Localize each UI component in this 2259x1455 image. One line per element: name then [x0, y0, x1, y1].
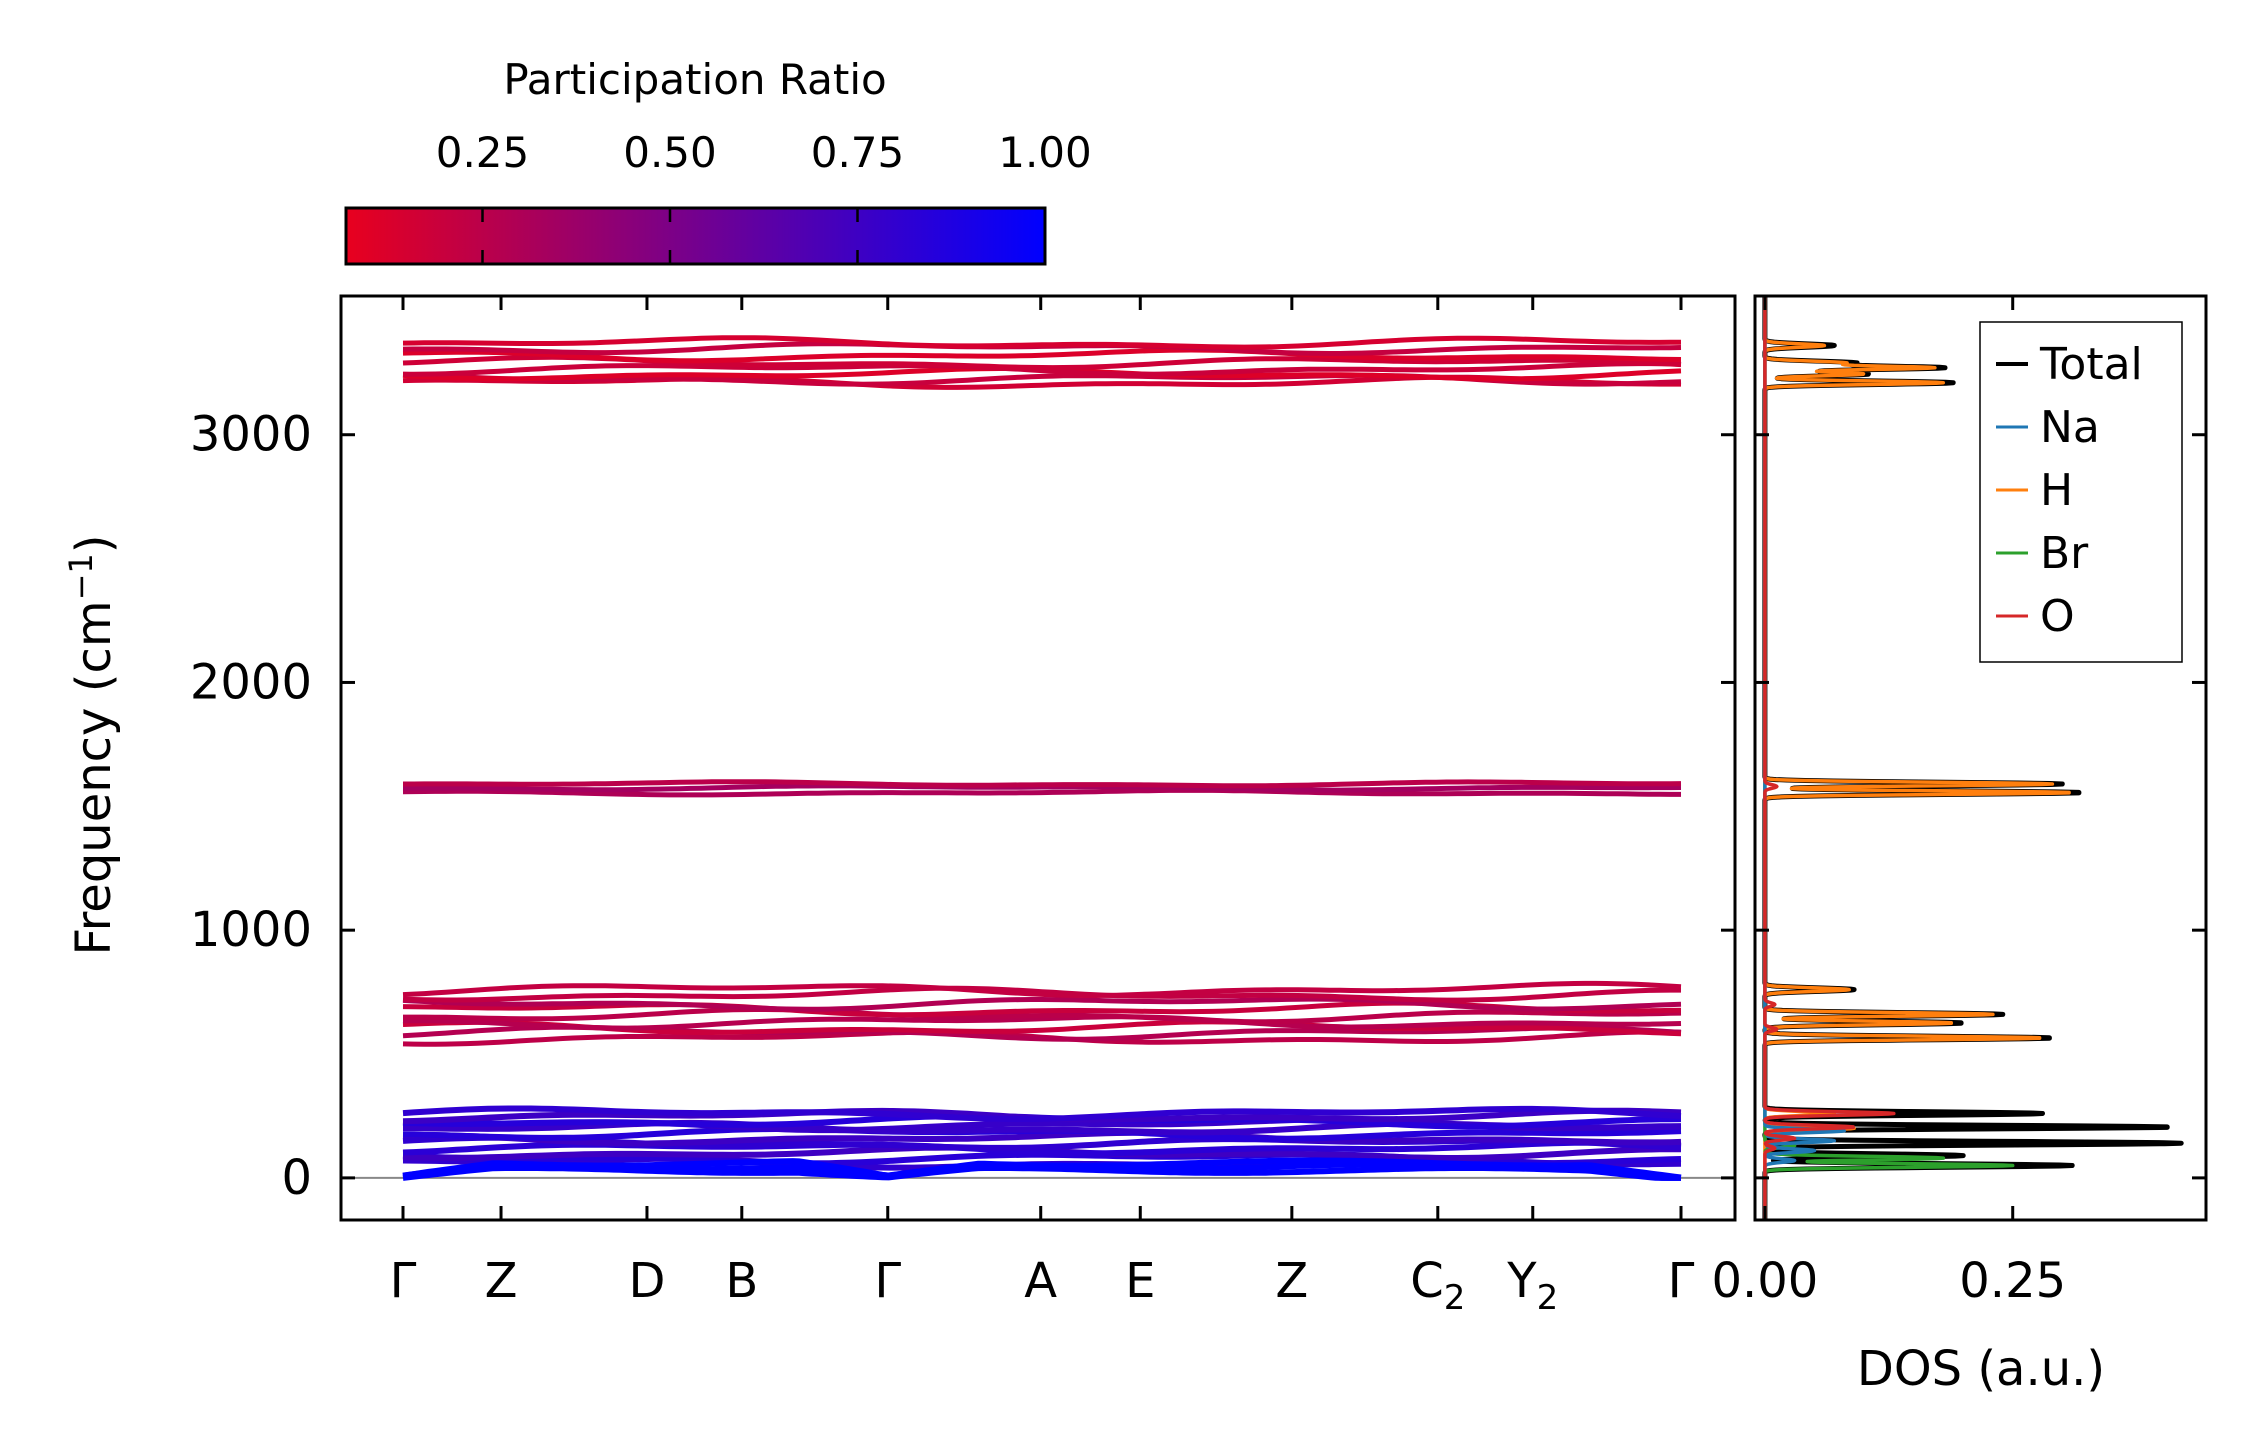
band-line — [403, 1007, 1682, 1025]
dos-series-o — [1763, 296, 1896, 1220]
path-label: Y2 — [1506, 1253, 1558, 1318]
colorbar: Participation Ratio 0.25 0.50 0.75 1.00 — [344, 55, 1092, 266]
band-line — [403, 361, 1682, 377]
legend-label: Na — [2040, 402, 2100, 453]
colorbar-tick-label: 0.25 — [436, 128, 530, 177]
dos-axes-frame — [1753, 294, 2208, 1222]
band-line — [402, 980, 1682, 998]
dos-curves — [1762, 296, 2184, 1220]
legend-label: Total — [2039, 339, 2143, 390]
y-axis-label: Frequency (cm−1) — [62, 534, 122, 955]
colorbar-title: Participation Ratio — [503, 55, 886, 104]
path-label: Γ — [390, 1253, 417, 1309]
y-tick-label: 1000 — [190, 902, 312, 958]
colorbar-ticks — [481, 208, 859, 264]
band-line — [402, 787, 1681, 798]
path-label: B — [725, 1253, 758, 1309]
path-label: Γ — [874, 1253, 901, 1309]
dos-ticks: 0.00 0.25 — [1711, 296, 2206, 1309]
y-axis-ticks: 0 1000 2000 3000 — [190, 407, 1735, 1206]
band-line — [403, 1129, 1682, 1147]
colorbar-tick-labels: 0.25 0.50 0.75 1.00 — [436, 128, 1092, 177]
dos-panel: 0.00 0.25 DOS (a.u.) Total Na H Br O — [1711, 294, 2208, 1397]
legend-label: O — [2040, 591, 2075, 642]
band-line — [403, 1014, 1682, 1031]
legend-label: Br — [2040, 528, 2089, 579]
colorbar-tick-label: 0.75 — [811, 128, 905, 177]
y-tick-label: 3000 — [190, 407, 312, 463]
path-label: C2 — [1410, 1253, 1465, 1318]
colorbar-gradient — [344, 206, 1047, 266]
y-tick-label: 2000 — [190, 654, 312, 710]
main-axes-frame — [339, 294, 1737, 1222]
path-label: Γ — [1668, 1253, 1695, 1309]
path-label: E — [1125, 1253, 1155, 1309]
band-structure-panel: 0 1000 2000 3000 Γ Z D B Γ A E Z C2 Y2 Γ Frequency (c… — [62, 294, 1737, 1318]
path-label: D — [628, 1253, 665, 1309]
dos-x-tick-label: 0.00 — [1711, 1253, 1818, 1309]
path-label: Z — [1275, 1253, 1308, 1309]
dos-legend: Total Na H Br O — [1979, 321, 2183, 663]
phonon-bands — [402, 335, 1682, 1181]
dos-series-na — [1763, 296, 1846, 1220]
acoustic-band — [402, 1157, 1682, 1181]
legend-box — [1979, 321, 2183, 663]
path-label: Z — [485, 1253, 518, 1309]
x-axis-path-ticks: Γ Z D B Γ A E Z C2 Y2 Γ — [390, 296, 1695, 1318]
band-line — [402, 996, 1682, 1012]
legend-label: H — [2040, 465, 2073, 516]
band-line — [403, 779, 1682, 789]
band-line — [402, 335, 1682, 350]
colorbar-tick-label: 1.00 — [998, 128, 1092, 177]
dos-series-br — [1763, 296, 2015, 1220]
dos-x-tick-label: 0.25 — [1959, 1253, 2066, 1309]
colorbar-tick-label: 0.50 — [623, 128, 717, 177]
band-line — [402, 347, 1682, 364]
y-tick-label: 0 — [281, 1150, 312, 1206]
band-line — [402, 985, 1681, 1003]
path-label: A — [1024, 1253, 1057, 1309]
dos-x-axis-label: DOS (a.u.) — [1857, 1341, 2105, 1397]
band-line — [402, 1105, 1682, 1122]
